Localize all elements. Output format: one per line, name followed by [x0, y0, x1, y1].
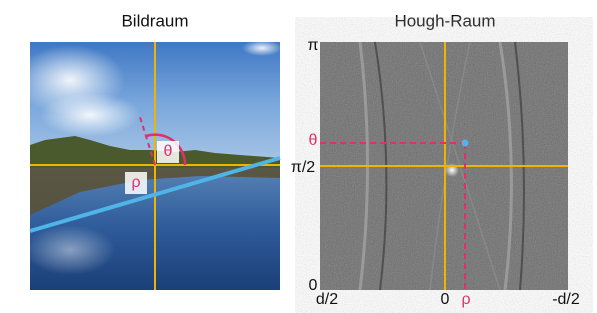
rho-label: ρ — [131, 174, 140, 191]
peak — [462, 140, 469, 147]
figure: Bildraum θ ρ Hough-Raum π π/2 0 θ d/2 0 … — [0, 0, 597, 313]
y-label: π/2 — [291, 159, 315, 176]
x-label: 0 — [441, 291, 450, 308]
y-label: π — [307, 37, 318, 54]
rho-axis-label: ρ — [461, 291, 470, 308]
left-title: Bildraum — [121, 11, 188, 30]
x-label: d/2 — [316, 291, 338, 308]
theta-axis-label: θ — [309, 132, 318, 149]
theta-label: θ — [164, 143, 173, 160]
right-title: Hough-Raum — [394, 11, 495, 30]
x-label: -d/2 — [552, 291, 580, 308]
